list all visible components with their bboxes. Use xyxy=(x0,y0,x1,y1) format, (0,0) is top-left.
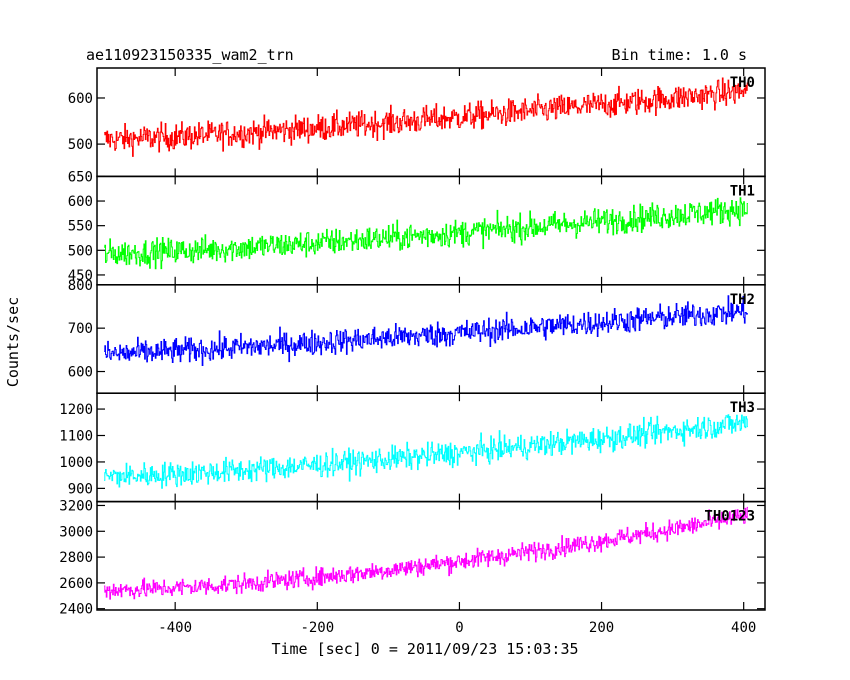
x-axis-label: Time [sec] 0 = 2011/09/23 15:03:35 xyxy=(271,640,578,658)
series-th1 xyxy=(104,197,748,270)
panel-th1: 450 500 550 600 650 TH1 xyxy=(68,169,766,286)
y-tick-label: 500 xyxy=(68,243,93,259)
y-tick-label: 2400 xyxy=(59,602,93,618)
y-tick-label: 3000 xyxy=(59,524,93,540)
y-tick-label: 700 xyxy=(68,321,93,337)
series-th0 xyxy=(104,77,748,157)
series-th3 xyxy=(104,414,748,489)
y-axis-label: Counts/sec xyxy=(4,297,22,387)
y-tick-label: 2600 xyxy=(59,576,93,592)
y-tick-label: 550 xyxy=(68,219,93,235)
y-tick-label: 800 xyxy=(68,278,93,294)
x-tick-label: 200 xyxy=(589,620,614,636)
panel-label-th1: TH1 xyxy=(730,183,755,199)
x-tick-label: -200 xyxy=(300,620,334,636)
panel-label-th0123: TH0123 xyxy=(704,509,755,525)
y-tick-label: 900 xyxy=(68,481,93,497)
panel-th0: 500 600 TH0 xyxy=(68,67,766,178)
y-tick-label: 1000 xyxy=(59,455,93,471)
panel-th2: 600 700 800 TH2 xyxy=(68,278,766,394)
x-tick-label: 0 xyxy=(455,620,463,636)
y-tick-label: 500 xyxy=(68,137,93,153)
y-tick-label: 600 xyxy=(68,91,93,107)
panel-label-th0: TH0 xyxy=(730,75,755,91)
panel-frame xyxy=(96,67,766,178)
y-tick-label: 600 xyxy=(68,194,93,210)
panel-frame xyxy=(96,175,766,286)
y-tick-label: 650 xyxy=(68,169,93,185)
panels: 500 600 TH0 450 500 550 600 650 TH1 600 700 800 TH2 9… xyxy=(59,67,766,618)
y-tick-label: 1200 xyxy=(59,402,93,418)
y-tick-label: 3200 xyxy=(59,498,93,514)
y-tick-label: 450 xyxy=(68,268,93,284)
panel-frame xyxy=(96,500,766,611)
panel-label-th2: TH2 xyxy=(730,292,755,308)
chart-title-left: ae110923150335_wam2_trn xyxy=(86,46,294,64)
x-tick-labels: -400 -200 0 200 400 xyxy=(158,620,756,636)
series-th2 xyxy=(104,295,748,367)
panel-th3: 900 1000 1100 1200 TH3 xyxy=(59,392,766,503)
series-th0123 xyxy=(104,506,748,600)
x-tick-label: 400 xyxy=(731,620,756,636)
y-tick-label: 600 xyxy=(68,365,93,381)
x-tick-label: -400 xyxy=(158,620,192,636)
y-tick-label: 2800 xyxy=(59,550,93,566)
chart-title-right: Bin time: 1.0 s xyxy=(612,46,747,64)
panel-label-th3: TH3 xyxy=(730,400,755,416)
panel-th0123: 2400 2600 2800 3000 3200 TH0123 xyxy=(59,498,766,618)
y-tick-label: 1100 xyxy=(59,429,93,445)
